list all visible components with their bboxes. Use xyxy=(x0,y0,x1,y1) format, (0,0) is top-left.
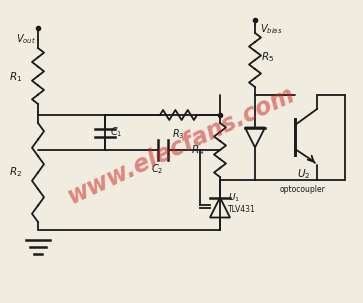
Text: TLV431: TLV431 xyxy=(228,205,256,214)
Text: $R_5$: $R_5$ xyxy=(261,50,274,64)
Text: $C_2$: $C_2$ xyxy=(151,162,163,176)
Text: $V_{out}$: $V_{out}$ xyxy=(16,32,36,46)
Text: $R_4$: $R_4$ xyxy=(191,143,204,157)
Text: $R_2$: $R_2$ xyxy=(9,165,22,179)
Text: optocoupler: optocoupler xyxy=(280,185,326,194)
Text: $R_3$: $R_3$ xyxy=(172,127,184,141)
Text: $R_1$: $R_1$ xyxy=(9,70,22,84)
Text: $V_{bias}$: $V_{bias}$ xyxy=(260,22,282,36)
Text: www.elecfans.com: www.elecfans.com xyxy=(64,82,299,209)
Text: $U_1$: $U_1$ xyxy=(228,191,240,204)
Text: $C_1$: $C_1$ xyxy=(110,125,122,139)
Text: $U_2$: $U_2$ xyxy=(297,167,310,181)
